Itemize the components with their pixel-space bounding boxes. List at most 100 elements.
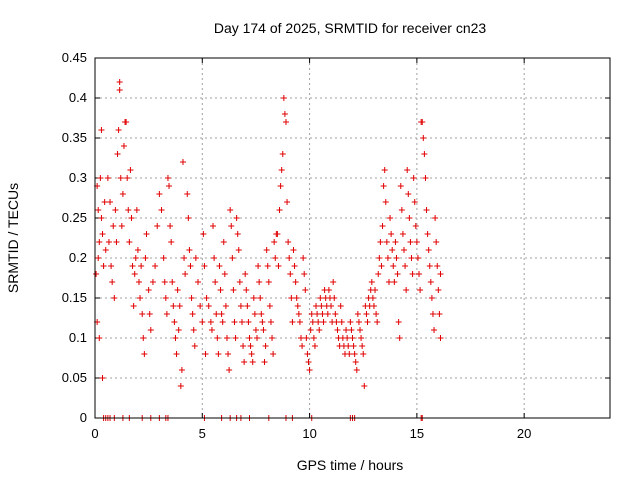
data-point [353, 367, 360, 373]
data-point [422, 175, 429, 181]
data-point [152, 263, 159, 269]
data-point [328, 303, 335, 309]
data-point [292, 279, 299, 285]
data-point [199, 319, 206, 325]
data-point [179, 159, 186, 165]
data-point [275, 263, 282, 269]
data-point [348, 327, 355, 333]
data-point [417, 287, 424, 293]
data-point [212, 279, 219, 285]
data-point [347, 319, 354, 325]
data-point [305, 359, 312, 365]
grid-lines [95, 58, 610, 418]
data-point [222, 303, 229, 309]
y-tick-label: 0.15 [62, 290, 87, 305]
x-tick-label: 10 [302, 426, 316, 441]
data-point [163, 311, 170, 317]
data-point [130, 303, 137, 309]
data-point [346, 351, 353, 357]
data-point [427, 279, 434, 285]
data-point [162, 295, 169, 301]
data-point [261, 359, 268, 365]
data-point [363, 311, 370, 317]
data-point [310, 335, 317, 341]
data-point [142, 255, 149, 261]
data-point [369, 295, 376, 301]
data-point [263, 247, 270, 253]
data-point [139, 311, 146, 317]
data-point [189, 311, 196, 317]
data-point [117, 175, 124, 181]
data-point [271, 239, 278, 245]
data-point [281, 111, 288, 117]
data-point [107, 199, 114, 205]
data-point [289, 319, 296, 325]
data-point [123, 119, 130, 125]
data-point [433, 239, 440, 245]
data-point [350, 343, 357, 349]
data-point [98, 127, 105, 133]
data-point [368, 279, 375, 285]
data-point [298, 335, 304, 341]
data-point [301, 271, 308, 277]
data-point [160, 255, 167, 261]
data-point [317, 295, 324, 301]
data-point [99, 231, 106, 237]
data-point [248, 351, 255, 357]
data-point [264, 263, 271, 269]
data-point [192, 255, 199, 261]
data-point [370, 303, 377, 309]
data-point [96, 239, 103, 245]
data-point [407, 239, 414, 245]
data-point [426, 263, 433, 269]
data-point [227, 207, 234, 213]
data-point [149, 279, 156, 285]
data-point [364, 319, 371, 325]
data-point [243, 287, 250, 293]
data-point [376, 255, 383, 261]
data-point [265, 279, 272, 285]
data-point [304, 351, 311, 357]
data-point [290, 247, 297, 253]
data-point [216, 263, 223, 269]
data-point [435, 287, 442, 293]
data-point [294, 303, 301, 309]
data-point [393, 255, 400, 261]
data-point [188, 295, 195, 301]
data-point [156, 191, 163, 197]
data-point [431, 327, 438, 333]
data-point [379, 223, 386, 229]
data-point [146, 311, 153, 317]
data-point [409, 271, 416, 277]
data-point [382, 199, 389, 205]
data-point [293, 295, 300, 301]
data-point [372, 287, 379, 293]
data-point [234, 231, 241, 237]
data-point [313, 303, 320, 309]
data-point [387, 215, 394, 221]
data-point [405, 191, 412, 197]
plot-frame [94, 57, 611, 419]
data-point [125, 207, 132, 213]
data-point [375, 271, 382, 277]
data-point [220, 239, 227, 245]
data-point [344, 335, 351, 341]
data-point [178, 367, 185, 373]
data-point [334, 327, 341, 333]
data-point [299, 343, 306, 349]
data-point [95, 255, 102, 261]
data-point [319, 311, 326, 317]
data-point [176, 303, 183, 309]
data-point [425, 247, 432, 253]
data-point [111, 295, 118, 301]
data-point [402, 263, 409, 269]
data-point [277, 183, 284, 189]
data-point [373, 311, 380, 317]
data-point [324, 311, 331, 317]
data-point [279, 151, 286, 157]
data-point [137, 295, 144, 301]
data-point [308, 311, 315, 317]
data-point [343, 327, 350, 333]
data-point [119, 191, 126, 197]
data-point [247, 343, 254, 349]
